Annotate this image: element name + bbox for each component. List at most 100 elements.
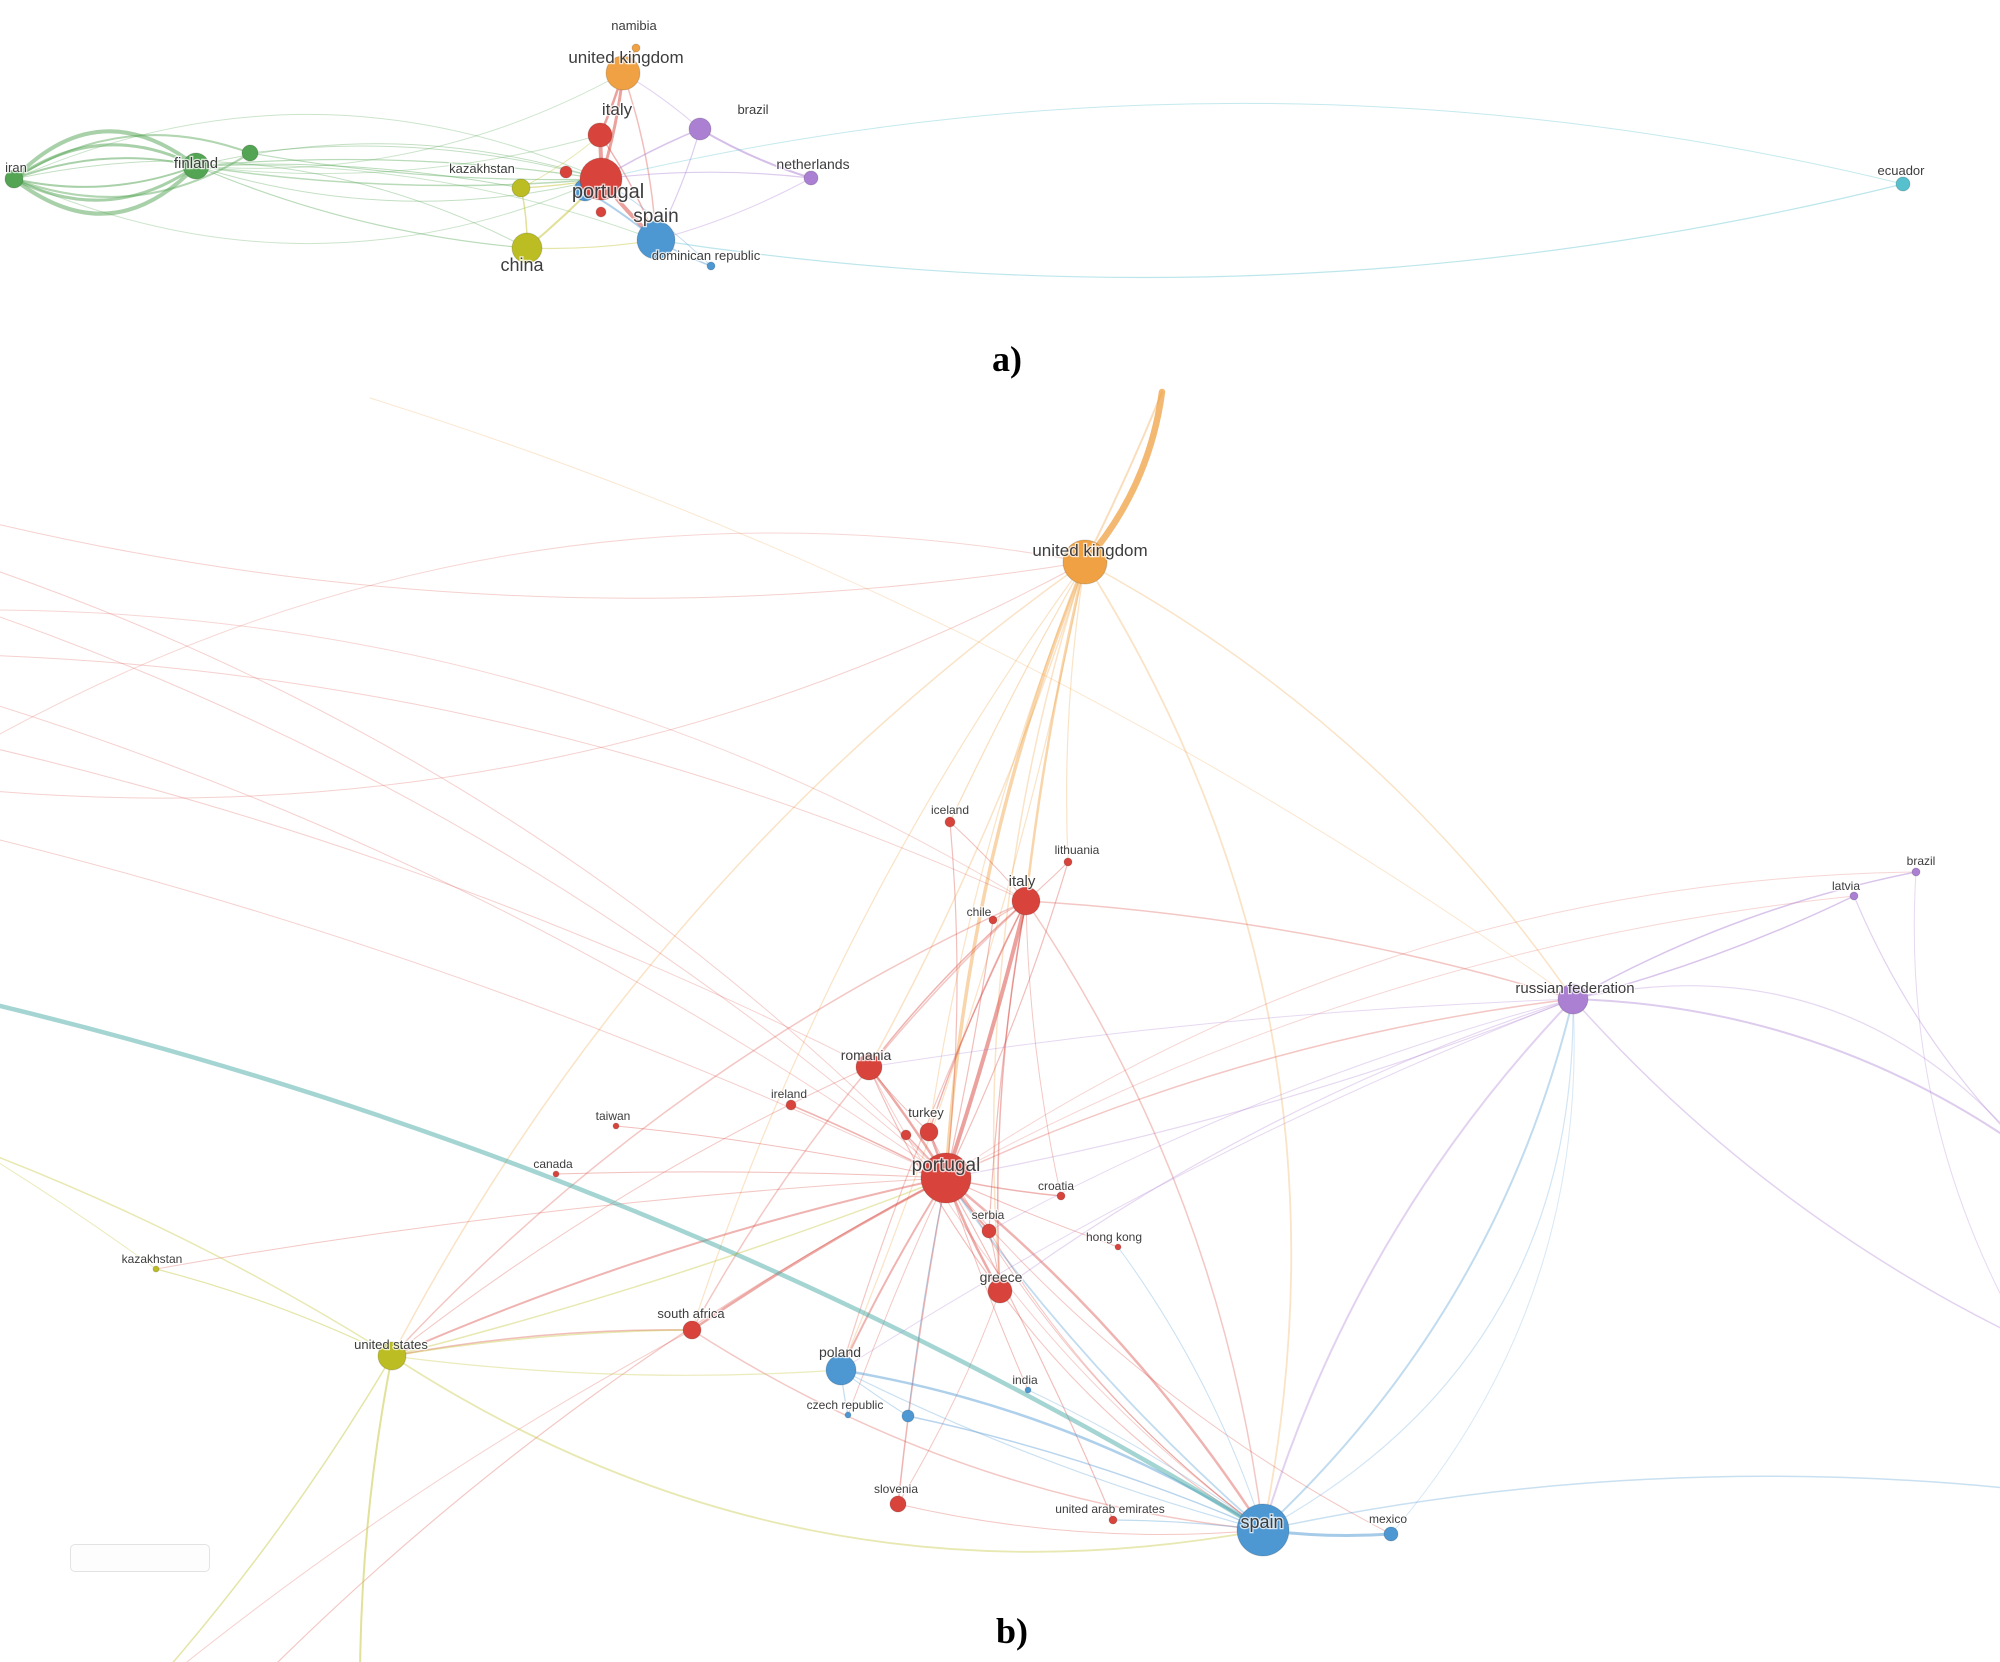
label-a-namibia: namibia — [611, 18, 657, 33]
label-b-india: india — [1012, 1373, 1038, 1387]
node-b-uk — [1062, 539, 1108, 585]
label-a-spain: spain — [633, 206, 678, 227]
edge-b-L5--b-romania — [0, 749, 870, 1068]
edge-b-L1--b-portugal — [0, 571, 947, 1179]
edge-b-portugal--b-india — [945, 1177, 1029, 1391]
viewer-ui-remnant-box — [70, 1544, 210, 1572]
edge-a-iran--a-finland — [13, 157, 197, 180]
edge-b-portugal--b-rusfed — [945, 998, 1574, 1179]
edge-a-finland--a-kazakhstan — [195, 163, 522, 189]
edge-b-uk--b-iceland — [949, 561, 1086, 823]
edge-b-rusfed--b-poland — [840, 998, 1574, 1371]
node-a-dominican — [706, 261, 716, 271]
edge-b-uk--b-spain — [1084, 561, 1293, 1531]
edge-a-finland--a-uk — [195, 72, 624, 169]
edge-b-rusfed--b-spain — [1262, 998, 1574, 1531]
edge-b-uk--b-top — [1081, 388, 1166, 566]
node-b-canada — [552, 1170, 560, 1178]
edge-b-portugal--b-iceland — [945, 821, 958, 1179]
label-b-uk: united kingdom — [1032, 541, 1147, 560]
node-a-redS2 — [595, 206, 607, 218]
edge-b-L6--b-uk — [0, 561, 1086, 799]
edge-b-portugal--b-poland — [840, 1177, 947, 1371]
edge-b-italy--b-romania — [868, 900, 1027, 1068]
edge-a-netherlands--a-spain — [655, 177, 812, 241]
node-a-ecuador — [1895, 176, 1911, 192]
label-b-italy: italy — [1009, 873, 1036, 890]
edge-b-italy--b-rusfed — [1025, 900, 1574, 1000]
edge-b-spain--b-india — [1027, 1389, 1264, 1531]
edge-b-rusfed--b-serbia — [988, 998, 1574, 1232]
label-a-italy: italy — [602, 100, 633, 119]
node-b-bluedot1 — [901, 1409, 915, 1423]
label-a-ecuador: ecuador — [1878, 163, 1926, 178]
edge-b-serbia--b-spain — [988, 1230, 1264, 1531]
label-b-chile: chile — [967, 905, 992, 919]
edge-a-spain--a-ecuador — [655, 183, 1904, 279]
edge-b-italy--b-serbia — [988, 900, 1027, 1232]
label-a-finland: finland — [174, 155, 218, 172]
label-a-netherlands: netherlands — [776, 156, 849, 172]
label-b-czech: czech republic — [807, 1398, 884, 1412]
node-b-reddot1 — [900, 1129, 912, 1141]
node-a-spain — [636, 220, 676, 260]
label-b-mexico: mexico — [1369, 1512, 1407, 1526]
edge-b-slovenia--b-spain — [897, 1503, 1264, 1535]
node-b-portugal — [920, 1152, 972, 1204]
node-a-netherlands — [803, 170, 819, 186]
edge-b-rusfed--b-greece — [999, 998, 1574, 1292]
label-b-us: united states — [354, 1337, 428, 1352]
label-a-uk: united kingdom — [568, 48, 683, 67]
edge-b-italy--b-spain — [1025, 900, 1264, 1531]
node-b-southafrica — [682, 1320, 702, 1340]
label-a-dominican: dominican republic — [652, 248, 761, 263]
node-b-slovenia — [889, 1495, 907, 1513]
label-b-romania: romania — [841, 1047, 892, 1063]
panel-b: united kingdom iceland lithuania italy chile… — [0, 388, 2000, 1662]
node-a-brazil — [688, 117, 712, 141]
edge-a-finland--a-portugal — [195, 165, 602, 202]
edge-b-uk--b-top — [1084, 391, 1163, 563]
edge-b-uk--b-turkey — [928, 561, 1086, 1133]
node-b-italy — [1011, 886, 1041, 916]
edge-b-portugal--b-us — [391, 1177, 947, 1357]
edge-b-spain--b-R3 — [1262, 1475, 2000, 1531]
label-b-taiwan: taiwan — [596, 1109, 631, 1123]
edge-b-italy--b-croatia — [1025, 900, 1062, 1197]
node-b-latvia — [1849, 891, 1859, 901]
label-b-latvia: latvia — [1832, 879, 1860, 893]
edge-b-rusfed--b-latvia — [1572, 895, 1855, 1000]
label-b-spain: spain — [1240, 1512, 1283, 1532]
edge-b-uk--b-us — [391, 561, 1086, 1357]
edge-b-uk--b-portugal — [944, 560, 1087, 1180]
edge-b-us--b-B2 — [172, 1355, 393, 1662]
label-b-portugal: portugal — [912, 1155, 981, 1176]
edge-b-us--b-poland — [391, 1355, 842, 1376]
node-b-chile — [988, 915, 998, 925]
node-b-brazil — [1911, 867, 1921, 877]
label-a-kazakhstan: kazakhstan — [449, 161, 515, 176]
edge-b-italy--b-turkey — [928, 900, 1027, 1133]
node-b-romania — [855, 1053, 883, 1081]
edge-b-rusfed--b-R2 — [1572, 998, 2000, 1329]
label-b-brazil: brazil — [1907, 854, 1936, 868]
edge-a-iran--a-finland — [12, 143, 198, 181]
edge-b-spain--b-hongkong — [1117, 1246, 1264, 1531]
edge-a-iran--a-green2 — [13, 152, 251, 198]
edge-b-rusfed--b-R1 — [1572, 998, 2000, 1135]
node-b-ireland — [785, 1099, 797, 1111]
label-b-hongkong: hong kong — [1086, 1230, 1142, 1244]
edge-b-uk--b-southafrica — [691, 561, 1086, 1331]
edge-b-L8--b-uk — [0, 524, 1086, 599]
edge-b-portugal--b-canada — [555, 1171, 947, 1179]
edge-b-spain--b-rusfed — [1262, 998, 1574, 1531]
edge-a-iran--a-china — [13, 160, 528, 249]
node-b-czech — [844, 1411, 852, 1419]
edge-b-L7--b-portugal — [0, 839, 947, 1179]
node-a-uk — [605, 55, 641, 91]
edge-b-italy--b-us — [391, 900, 1027, 1357]
edge-b-italy--b-greece — [996, 900, 1027, 1292]
edge-a-iran--a-portugal — [13, 178, 602, 244]
label-b-slovenia: slovenia — [874, 1482, 918, 1496]
